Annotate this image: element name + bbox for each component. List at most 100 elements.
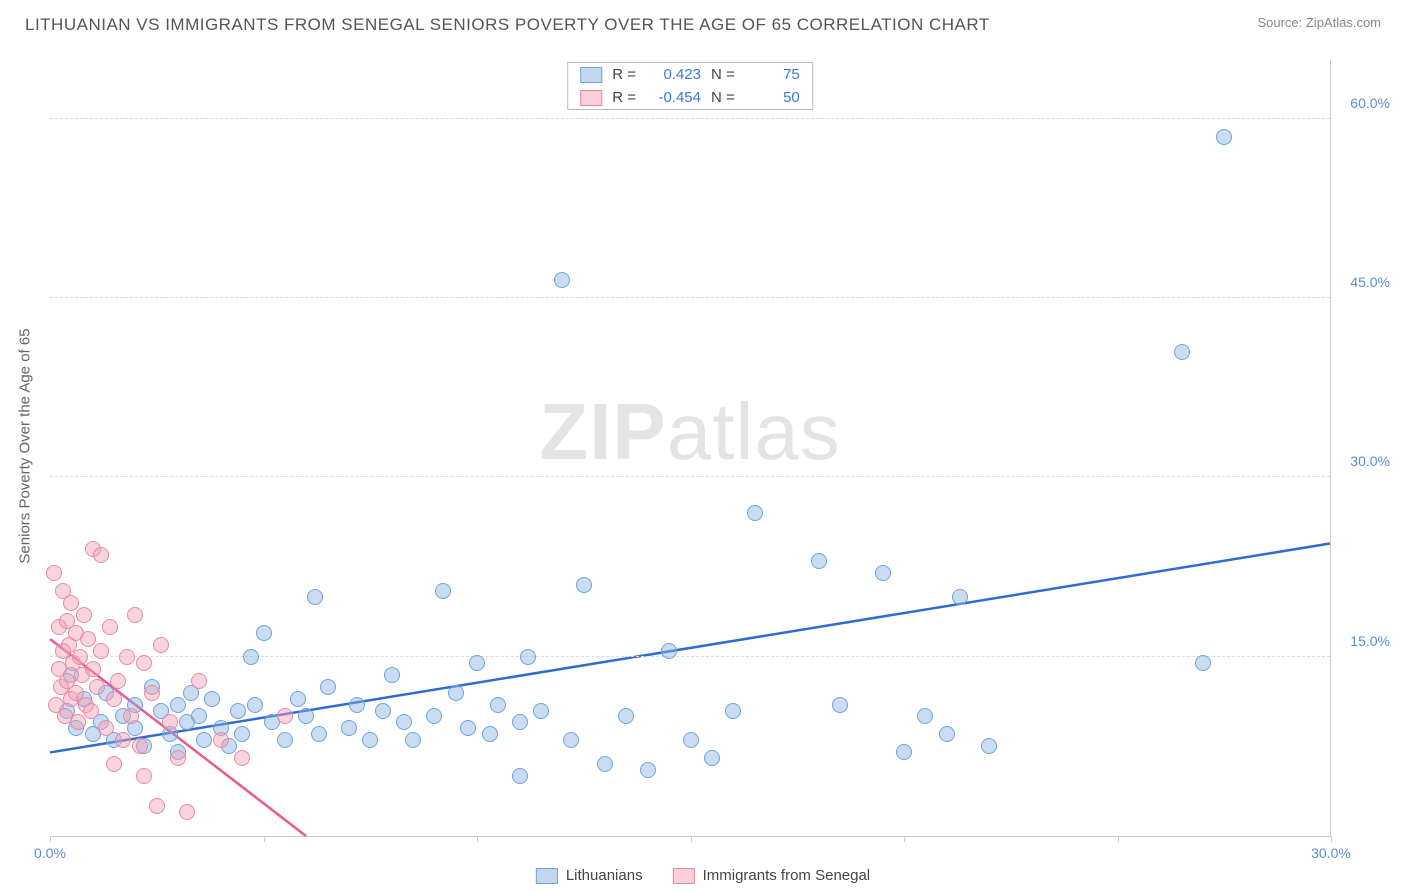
data-point — [563, 732, 579, 748]
data-point — [230, 703, 246, 719]
data-point — [341, 720, 357, 736]
y-tick-label: 30.0% — [1350, 453, 1390, 469]
chart-header: LITHUANIAN VS IMMIGRANTS FROM SENEGAL SE… — [0, 0, 1406, 45]
data-point — [290, 691, 306, 707]
y-tick-label: 60.0% — [1350, 95, 1390, 111]
data-point — [349, 697, 365, 713]
swatch-pink-icon — [580, 90, 602, 106]
data-point — [234, 726, 250, 742]
swatch-pink-icon — [673, 868, 695, 884]
correlation-stats-box: R = 0.423 N = 75 R = -0.454 N = 50 — [567, 62, 813, 110]
x-tick — [691, 836, 692, 842]
data-point — [106, 691, 122, 707]
data-point — [170, 750, 186, 766]
data-point — [93, 643, 109, 659]
data-point — [1216, 129, 1232, 145]
data-point — [917, 708, 933, 724]
data-point — [191, 673, 207, 689]
data-point — [981, 738, 997, 754]
data-point — [123, 708, 139, 724]
data-point — [234, 750, 250, 766]
data-point — [204, 691, 220, 707]
swatch-blue-icon — [536, 868, 558, 884]
data-point — [405, 732, 421, 748]
data-point — [98, 720, 114, 736]
x-tick — [50, 836, 51, 842]
data-point — [127, 607, 143, 623]
legend-item-senegal: Immigrants from Senegal — [673, 867, 871, 884]
data-point — [115, 732, 131, 748]
r-value: 0.423 — [646, 66, 701, 83]
data-point — [132, 738, 148, 754]
data-point — [896, 744, 912, 760]
data-point — [520, 649, 536, 665]
data-point — [725, 703, 741, 719]
data-point — [106, 756, 122, 772]
data-point — [512, 714, 528, 730]
data-point — [196, 732, 212, 748]
data-point — [448, 685, 464, 701]
data-point — [277, 732, 293, 748]
data-point — [426, 708, 442, 724]
data-point — [597, 756, 613, 772]
data-point — [46, 565, 62, 581]
x-tick — [904, 836, 905, 842]
data-point — [952, 589, 968, 605]
data-point — [243, 649, 259, 665]
data-point — [683, 732, 699, 748]
data-point — [704, 750, 720, 766]
grid-line — [50, 297, 1330, 298]
watermark: ZIPatlas — [539, 386, 840, 478]
data-point — [554, 272, 570, 288]
stats-row-lithuanians: R = 0.423 N = 75 — [568, 63, 812, 86]
data-point — [311, 726, 327, 742]
data-point — [85, 661, 101, 677]
data-point — [1195, 655, 1211, 671]
legend: Lithuanians Immigrants from Senegal — [536, 867, 870, 884]
y-tick-label: 15.0% — [1350, 633, 1390, 649]
r-label: R = — [612, 66, 636, 83]
data-point — [832, 697, 848, 713]
data-point — [482, 726, 498, 742]
data-point — [640, 762, 656, 778]
data-point — [136, 768, 152, 784]
data-point — [811, 553, 827, 569]
data-point — [136, 655, 152, 671]
data-point — [298, 708, 314, 724]
data-point — [875, 565, 891, 581]
data-point — [102, 619, 118, 635]
grid-line — [50, 476, 1330, 477]
data-point — [119, 649, 135, 665]
data-point — [80, 631, 96, 647]
data-point — [72, 649, 88, 665]
data-point — [277, 708, 293, 724]
data-point — [153, 637, 169, 653]
x-tick — [1331, 836, 1332, 842]
data-point — [384, 667, 400, 683]
swatch-blue-icon — [580, 67, 602, 83]
data-point — [149, 798, 165, 814]
data-point — [256, 625, 272, 641]
y-tick-label: 45.0% — [1350, 274, 1390, 290]
legend-label: Lithuanians — [566, 867, 643, 884]
grid-line — [50, 118, 1330, 119]
legend-label: Immigrants from Senegal — [703, 867, 871, 884]
plot-area: R = 0.423 N = 75 R = -0.454 N = 50 ZIPat… — [50, 60, 1331, 837]
x-tick-label: 0.0% — [34, 845, 66, 861]
data-point — [162, 714, 178, 730]
x-tick — [477, 836, 478, 842]
data-point — [191, 708, 207, 724]
source-attribution: Source: ZipAtlas.com — [1257, 15, 1381, 30]
n-label: N = — [711, 89, 735, 106]
n-value: 50 — [745, 89, 800, 106]
x-tick-label: 30.0% — [1311, 845, 1351, 861]
data-point — [307, 589, 323, 605]
data-point — [70, 714, 86, 730]
data-point — [533, 703, 549, 719]
data-point — [63, 595, 79, 611]
data-point — [939, 726, 955, 742]
data-point — [460, 720, 476, 736]
data-point — [375, 703, 391, 719]
data-point — [512, 768, 528, 784]
legend-item-lithuanians: Lithuanians — [536, 867, 643, 884]
